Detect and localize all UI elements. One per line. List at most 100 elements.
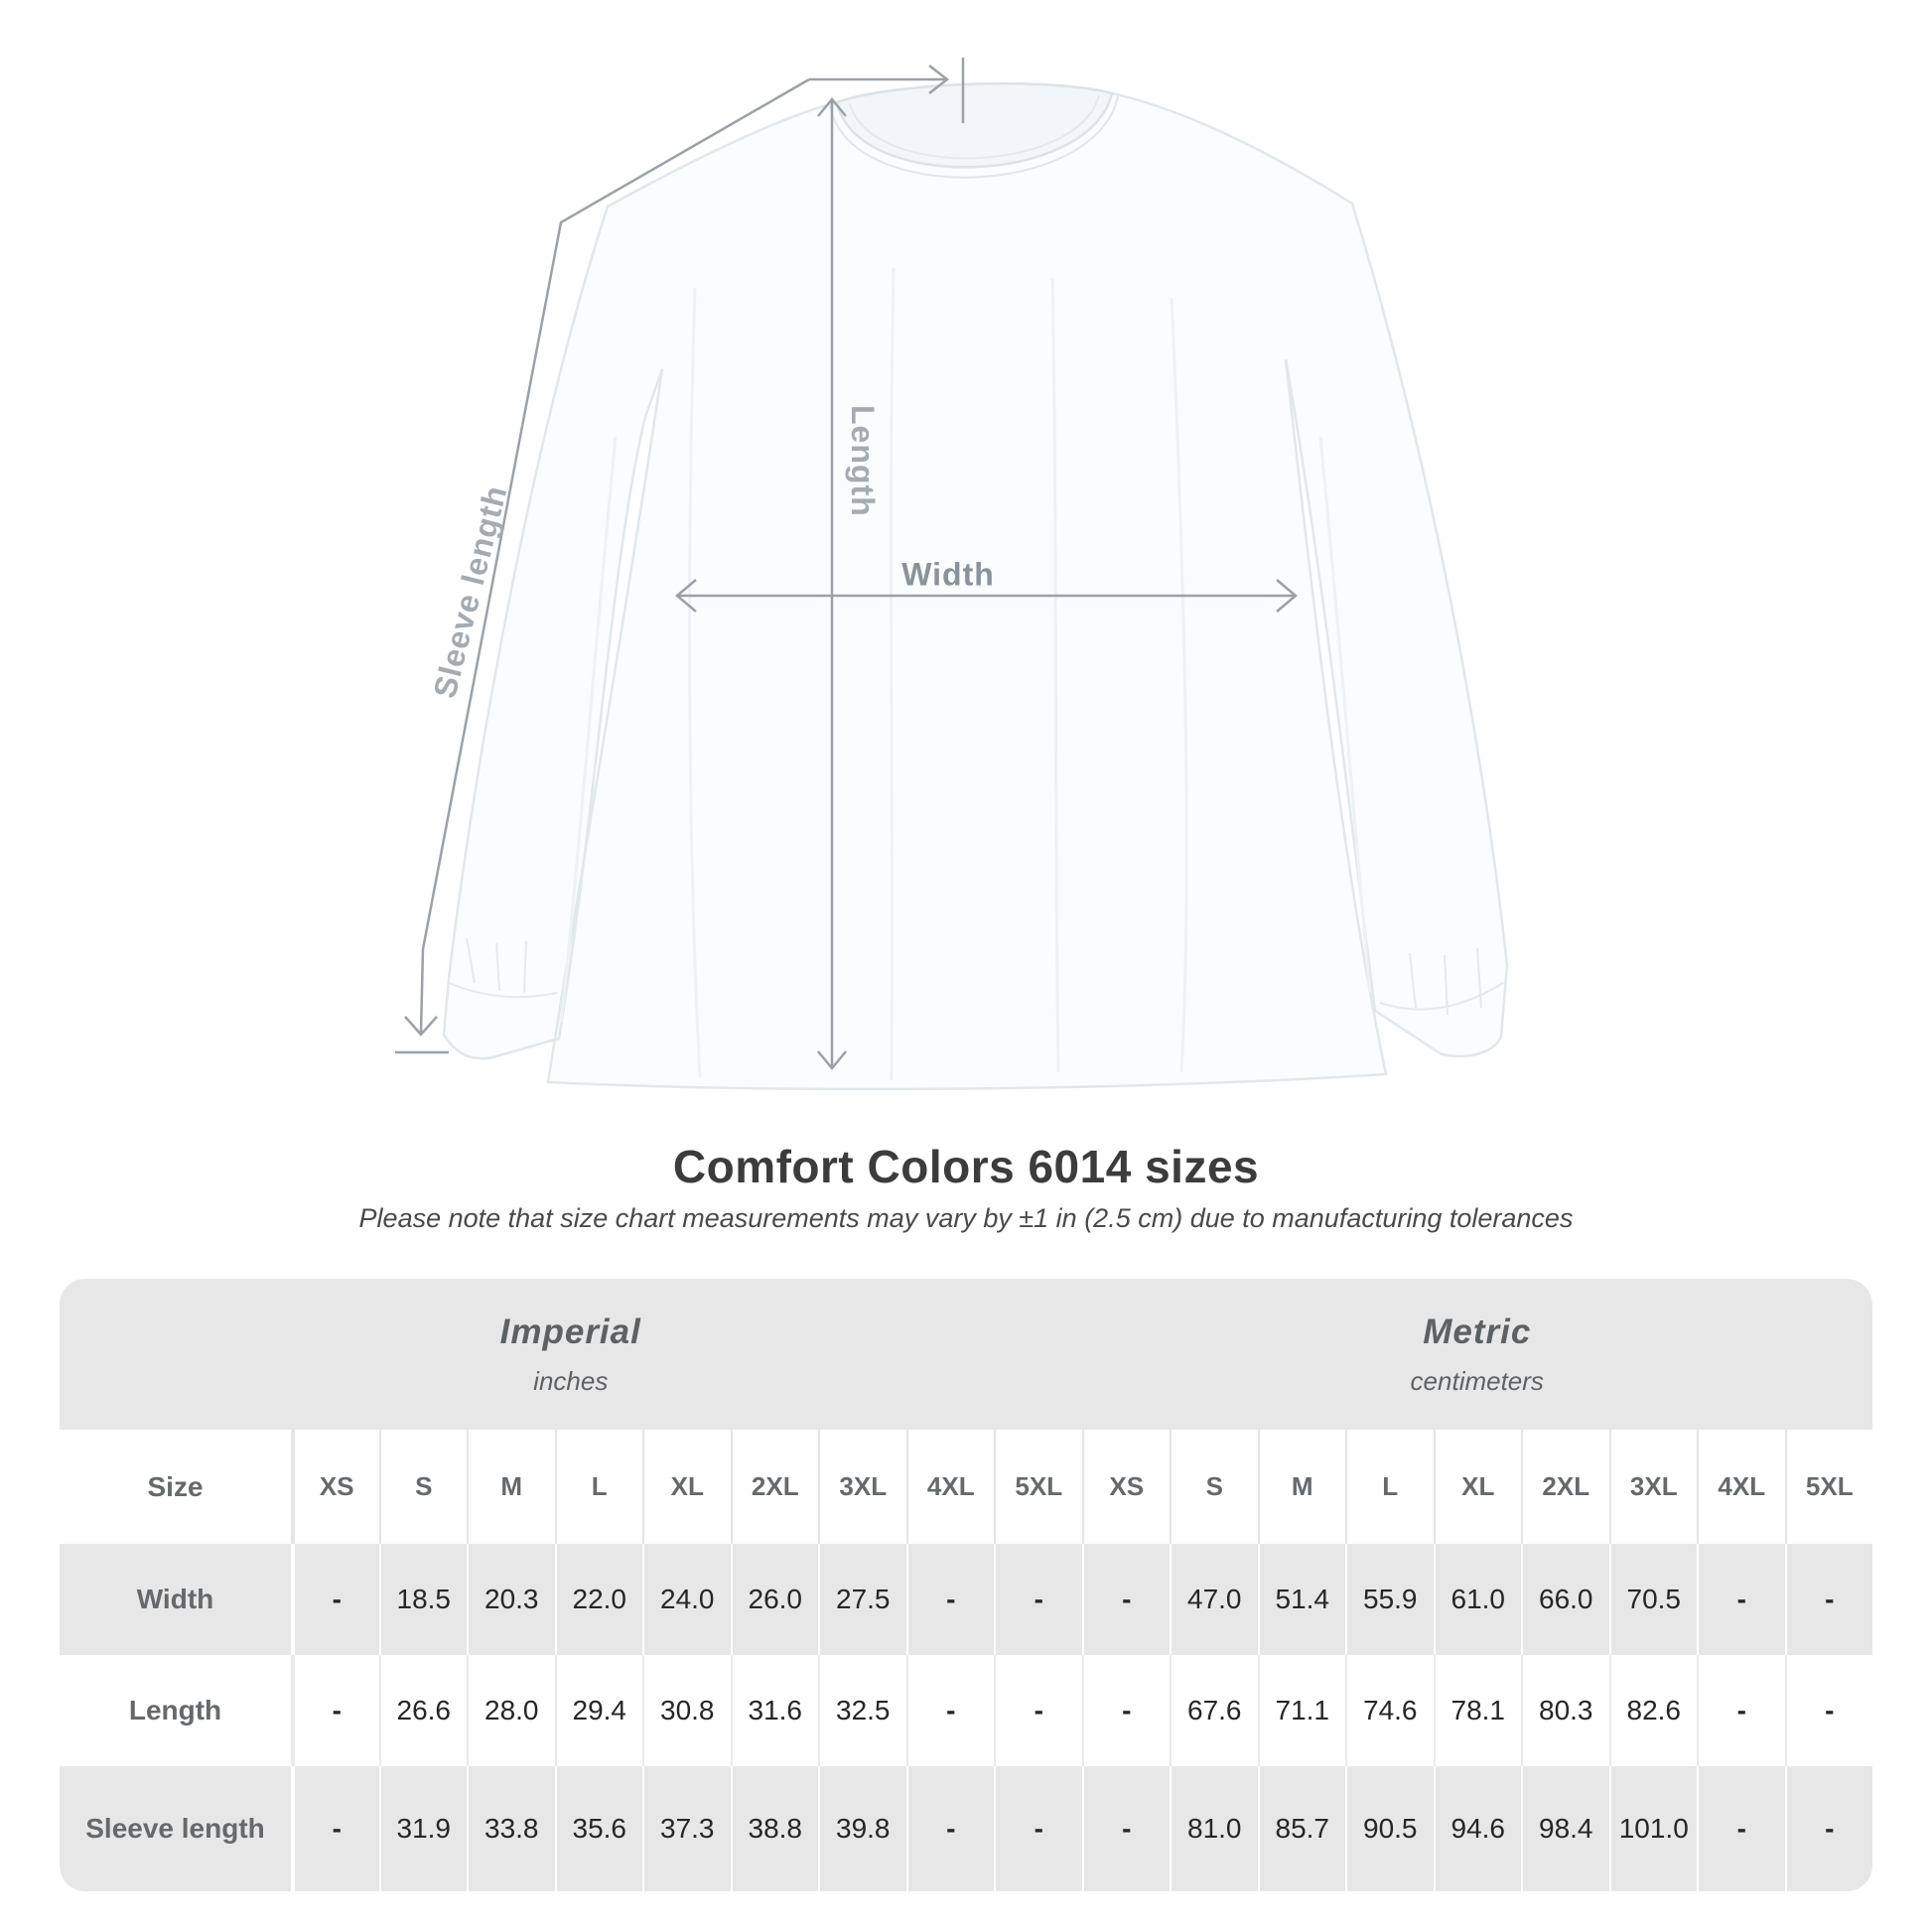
shirt-body-shape [442, 81, 1509, 1091]
measurement-cell: - [1081, 1544, 1171, 1655]
table-row: Length -26.6 28.0 29.4 30.8 31.6 32.5- - -67.6 71… [60, 1655, 1872, 1766]
measurement-cell: - [291, 1544, 379, 1655]
shirt-measurement-diagram: Sleeve length Length Width [395, 58, 1509, 1091]
measurement-cell: 74.6 [1345, 1655, 1434, 1766]
measurement-cell: 38.8 [730, 1766, 819, 1891]
metric-group-title: Metric [1423, 1311, 1532, 1351]
measurement-cell: 26.0 [730, 1544, 819, 1655]
measurement-cell: 29.4 [554, 1655, 643, 1766]
measurement-cell: 32.5 [818, 1655, 906, 1766]
measurement-cell: 24.0 [642, 1544, 731, 1655]
measurement-cell: 33.8 [467, 1766, 555, 1891]
measurement-cell: 101.0 [1608, 1766, 1698, 1891]
row-label: Sleeve length [85, 1813, 265, 1844]
measurement-cell: 90.5 [1345, 1766, 1434, 1891]
shirt-illustration [395, 58, 1509, 1091]
measurement-cell: - [1784, 1655, 1873, 1766]
table-row: Sleeve length -31.9 33.8 35.6 37.3 38.8 39.8- -… [60, 1766, 1872, 1891]
size-column-header: XL [1433, 1430, 1522, 1544]
table-row: Width -18.5 20.3 22.0 24.0 26.0 27.5- - -47.0 51.… [60, 1544, 1872, 1655]
size-column-header: S [1170, 1430, 1258, 1544]
measurement-cell: - [1784, 1766, 1873, 1891]
size-column-header: XL [642, 1430, 731, 1544]
measurement-cell: 27.5 [818, 1544, 906, 1655]
size-column-header: L [1345, 1430, 1434, 1544]
measurement-cell: - [905, 1655, 995, 1766]
measurement-cell: 82.6 [1608, 1655, 1698, 1766]
measurement-cell: 98.4 [1521, 1766, 1609, 1891]
measurement-cell: 78.1 [1433, 1655, 1522, 1766]
cuff-seams [448, 937, 1504, 1016]
collar-seam [829, 95, 1119, 179]
measurement-cell: 20.3 [467, 1544, 555, 1655]
measurement-cell: 26.6 [378, 1655, 468, 1766]
size-header-row: Size XS S M L XL 2XL 3XL 4XL 5XL XS S M L XL 2XL 3XL 4XL… [60, 1430, 1872, 1544]
measurement-cell: - [1697, 1766, 1785, 1891]
metric-group-header: Metric centimeters [1082, 1279, 1873, 1430]
size-column-header: 2XL [1521, 1430, 1609, 1544]
measurement-cell: 47.0 [1170, 1544, 1258, 1655]
size-column-header: 4XL [1697, 1430, 1785, 1544]
measurement-cell: - [1697, 1544, 1785, 1655]
imperial-group-unit: inches [533, 1365, 609, 1396]
size-column-header: 2XL [730, 1430, 819, 1544]
measurement-cell: - [1081, 1766, 1171, 1891]
size-column-header: 5XL [1784, 1430, 1873, 1544]
measurement-cell: - [994, 1544, 1082, 1655]
width-measure-label: Width [901, 556, 995, 593]
measurement-cell: 35.6 [554, 1766, 643, 1891]
size-column-header: 3XL [818, 1430, 906, 1544]
measurement-cell: 80.3 [1521, 1655, 1609, 1766]
tolerance-note: Please note that size chart measurements… [358, 1203, 1574, 1233]
size-column-header: L [554, 1430, 643, 1544]
size-column-header: XS [1081, 1430, 1171, 1544]
size-column-header: M [467, 1430, 555, 1544]
length-measure-label: Length [845, 405, 881, 517]
measurement-cell: 31.9 [378, 1766, 468, 1891]
measurement-cell: 81.0 [1170, 1766, 1258, 1891]
row-label: Length [128, 1695, 222, 1725]
measurement-cell: 71.1 [1257, 1655, 1346, 1766]
measurement-cell: - [1081, 1655, 1171, 1766]
measurement-cell: 22.0 [554, 1544, 643, 1655]
size-column-header: 4XL [905, 1430, 995, 1544]
measurement-cell: - [291, 1655, 379, 1766]
measurement-cell: - [1784, 1544, 1873, 1655]
row-label: Width [136, 1584, 214, 1614]
measurement-cell: 66.0 [1521, 1544, 1609, 1655]
measurement-cell: 39.8 [818, 1766, 906, 1891]
measurement-cell: 37.3 [642, 1766, 731, 1891]
size-header-label: Size [147, 1470, 204, 1502]
measurement-cell: - [994, 1655, 1082, 1766]
measurement-cell: 85.7 [1257, 1766, 1346, 1891]
measurement-cell: - [905, 1544, 995, 1655]
measurement-cell: 51.4 [1257, 1544, 1346, 1655]
unit-group-header-row: Imperial inches Metric centimeters [60, 1279, 1872, 1430]
measurement-cell: 30.8 [642, 1655, 731, 1766]
size-column-header: M [1257, 1430, 1346, 1544]
page-title: Comfort Colors 6014 sizes [672, 1141, 1260, 1192]
measurement-cell: 28.0 [467, 1655, 555, 1766]
measurement-cell: 61.0 [1433, 1544, 1522, 1655]
size-column-header: 3XL [1608, 1430, 1698, 1544]
measurement-cell: - [291, 1766, 379, 1891]
measurement-cell: - [905, 1766, 995, 1891]
imperial-group-title: Imperial [499, 1311, 641, 1351]
imperial-group-header: Imperial inches [60, 1279, 1082, 1430]
measurement-cell: 31.6 [730, 1655, 819, 1766]
measurement-cell: 70.5 [1608, 1544, 1698, 1655]
fabric-fold-lines [559, 267, 1372, 1081]
measurement-cell: - [1697, 1655, 1785, 1766]
metric-group-unit: centimeters [1410, 1365, 1544, 1396]
measurement-cell: 18.5 [378, 1544, 468, 1655]
measurement-cell: 55.9 [1345, 1544, 1434, 1655]
collar-inner-rim [849, 94, 1100, 160]
measurement-lines [395, 58, 1298, 1070]
measurement-cell: 94.6 [1433, 1766, 1522, 1891]
size-column-header: S [378, 1430, 468, 1544]
size-table: Imperial inches Metric centimeters Size … [60, 1279, 1872, 1891]
measurement-cell: - [994, 1766, 1082, 1891]
size-column-header: 5XL [994, 1430, 1082, 1544]
size-column-header: XS [291, 1430, 379, 1544]
measurement-cell: 67.6 [1170, 1655, 1258, 1766]
